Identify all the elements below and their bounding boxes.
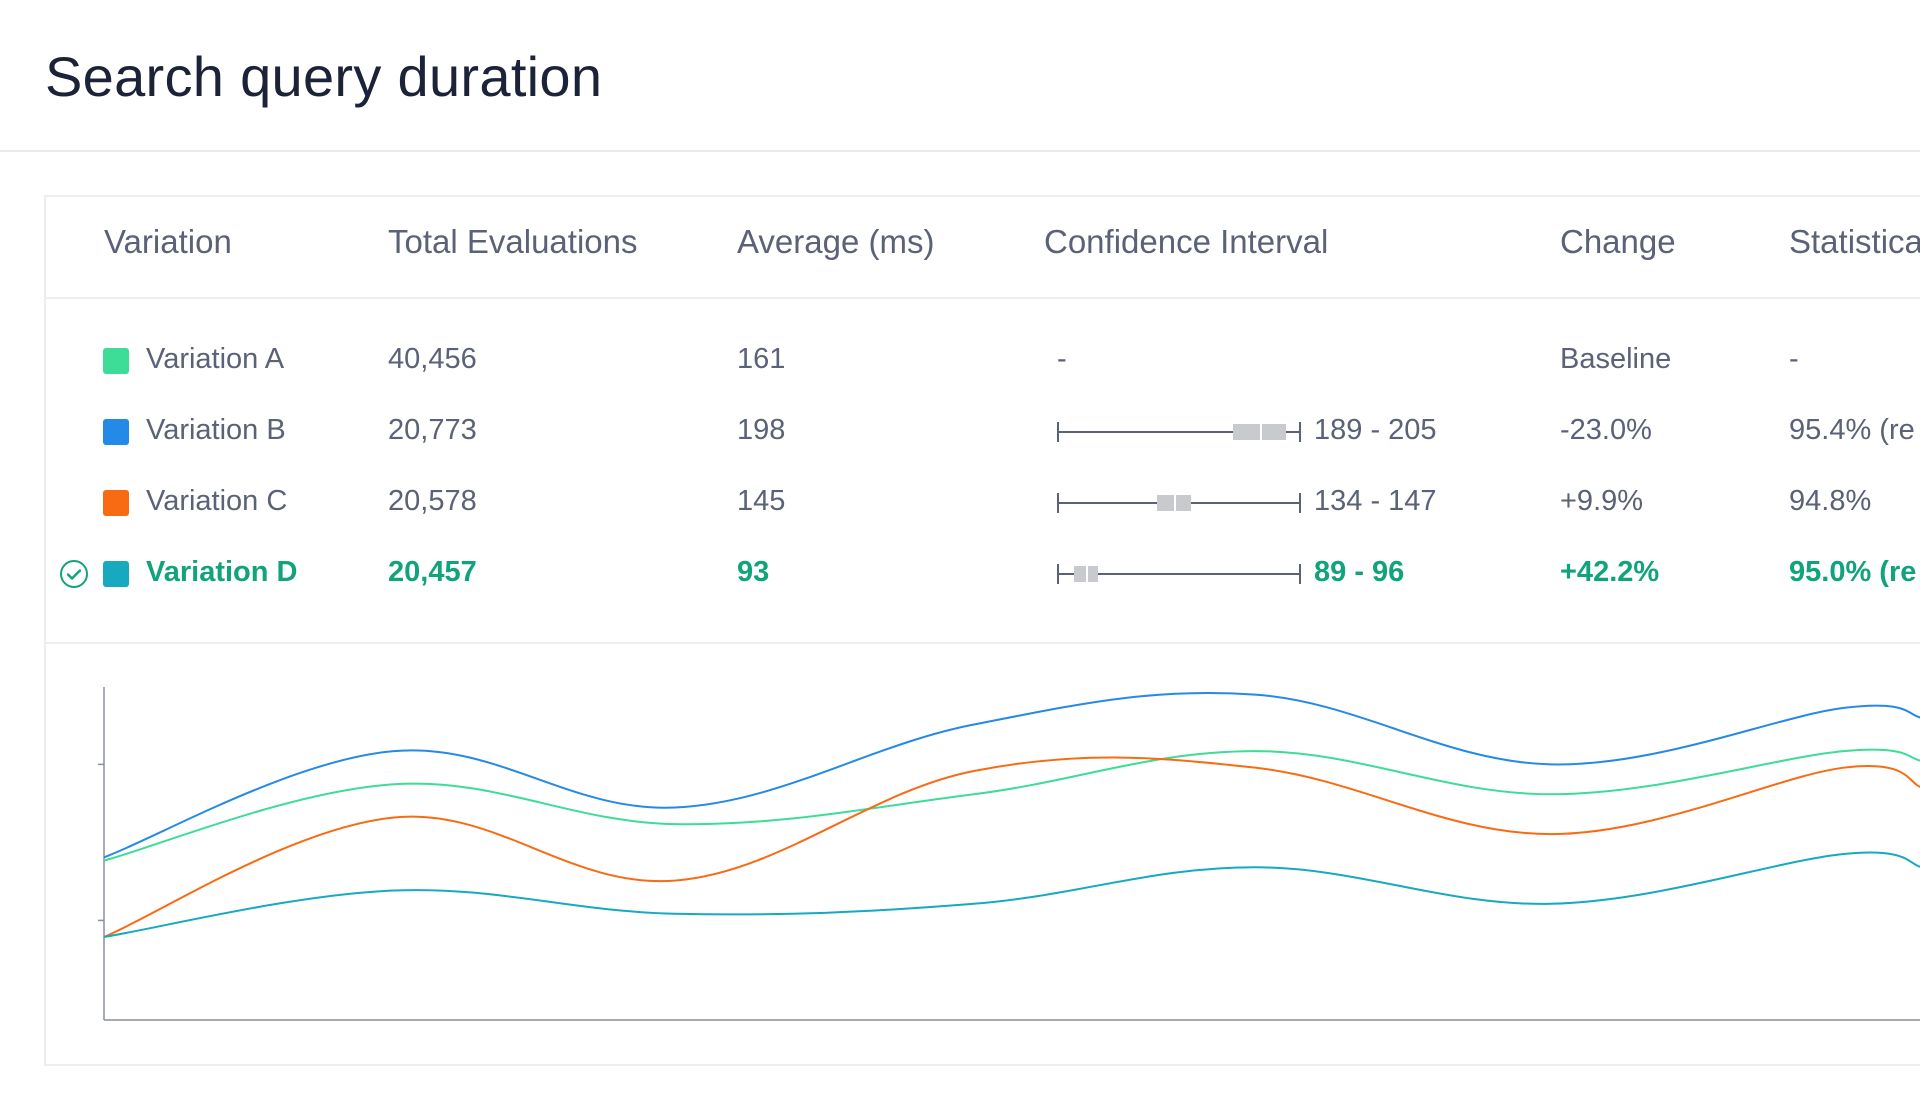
change: +42.2% <box>1560 556 1660 588</box>
confidence-interval-box <box>1074 566 1099 582</box>
header-divider <box>0 150 1920 152</box>
confidence-interval-box <box>1232 424 1287 440</box>
series-line-variation-d <box>103 851 1920 938</box>
table-row[interactable]: Variation D 20,457 93 89 - 96 +42.2% 95.… <box>46 544 1920 604</box>
variation-name: Variation D <box>146 556 298 588</box>
total-evaluations: 20,578 <box>388 485 477 517</box>
series-line-variation-b <box>103 691 1920 859</box>
table-row[interactable]: Variation B 20,773 198 189 - 205 -23.0% … <box>46 402 1920 462</box>
column-header-variation[interactable]: Variation <box>104 223 232 260</box>
variation-color-swatch <box>103 348 129 374</box>
change: -23.0% <box>1560 414 1652 446</box>
confidence-interval-bar <box>1057 488 1301 518</box>
total-evaluations: 40,456 <box>388 343 477 375</box>
column-header-confidence-interval[interactable]: Confidence Interval <box>1044 223 1329 260</box>
variation-color-swatch <box>103 561 129 587</box>
table-row[interactable]: Variation A 40,456 161 - Baseline - <box>46 331 1920 391</box>
variation-name: Variation B <box>146 414 286 446</box>
change: +9.9% <box>1560 485 1644 517</box>
duration-line-chart <box>98 687 1920 1021</box>
table-row[interactable]: Variation C 20,578 145 134 - 147 +9.9% 9… <box>46 473 1920 533</box>
average-ms: 161 <box>737 343 786 375</box>
statistical-significance: 95.4% (re <box>1789 414 1915 446</box>
average-ms: 198 <box>737 414 786 446</box>
winner-check-icon <box>60 560 88 588</box>
results-panel: Variation Total Evaluations Average (ms)… <box>44 195 1920 1066</box>
confidence-interval: - <box>1057 343 1067 375</box>
variation-name: Variation C <box>146 485 288 517</box>
statistical-significance: - <box>1789 343 1799 375</box>
column-header-average[interactable]: Average (ms) <box>737 223 935 260</box>
confidence-interval: 189 - 205 <box>1314 414 1437 446</box>
confidence-interval-bar <box>1057 559 1301 589</box>
variation-name: Variation A <box>146 343 285 375</box>
total-evaluations: 20,457 <box>388 556 477 588</box>
variation-color-swatch <box>103 419 129 445</box>
page-title: Search query duration <box>45 45 603 108</box>
column-header-total-evaluations[interactable]: Total Evaluations <box>388 223 638 260</box>
confidence-interval: 89 - 96 <box>1314 556 1405 588</box>
statistical-significance: 94.8% <box>1789 485 1872 517</box>
table-header: Variation Total Evaluations Average (ms)… <box>46 197 1920 299</box>
series-line-variation-c <box>103 756 1920 938</box>
average-ms: 145 <box>737 485 786 517</box>
confidence-interval-box <box>1157 495 1192 511</box>
column-header-statistical[interactable]: Statistica <box>1789 223 1920 260</box>
confidence-interval: 134 - 147 <box>1314 485 1437 517</box>
series-line-variation-a <box>103 748 1920 862</box>
chart-divider <box>46 642 1920 644</box>
total-evaluations: 20,773 <box>388 414 477 446</box>
change: Baseline <box>1560 343 1672 375</box>
column-header-change[interactable]: Change <box>1560 223 1676 260</box>
average-ms: 93 <box>737 556 770 588</box>
variation-color-swatch <box>103 490 129 516</box>
confidence-interval-bar <box>1057 417 1301 447</box>
statistical-significance: 95.0% (re <box>1789 556 1917 588</box>
